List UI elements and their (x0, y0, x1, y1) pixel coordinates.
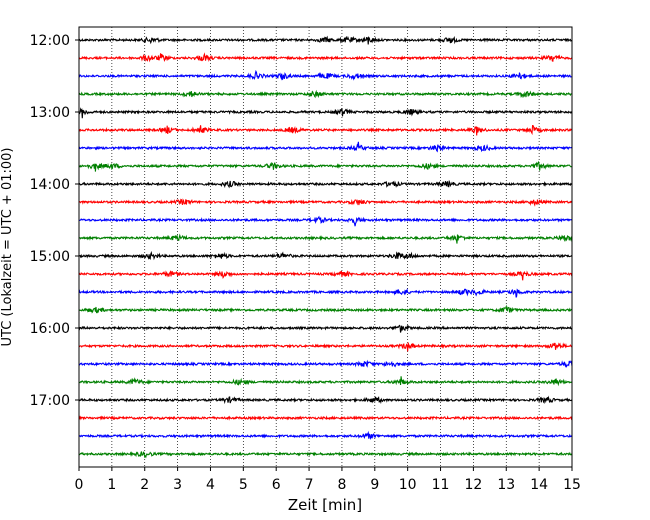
trace-line (78, 395, 573, 405)
y-tick-label: 15:00 (30, 249, 70, 265)
x-axis: 0 1 2 3 4 5 6 7 8 9 10 11 12 13 14 15 (75, 467, 581, 493)
trace-line (78, 287, 573, 298)
x-tick-label: 11 (432, 477, 450, 493)
trace-line (78, 359, 573, 368)
trace-line (78, 69, 573, 81)
x-tick-label: 1 (107, 477, 116, 493)
y-tick-label: 14:00 (30, 177, 70, 193)
x-tick-label: 3 (173, 477, 182, 493)
grid-lines (111, 27, 540, 467)
x-tick-label: 14 (530, 477, 548, 493)
trace-line (78, 270, 573, 281)
trace-line (78, 141, 573, 153)
x-tick-label: 12 (464, 477, 482, 493)
trace-line (78, 376, 573, 387)
trace-line (78, 107, 573, 119)
trace-line (78, 430, 573, 441)
y-tick-label: 17:00 (30, 393, 70, 409)
trace-line (78, 324, 573, 333)
x-axis-label: Zeit [min] (288, 496, 362, 514)
x-tick-label: 2 (140, 477, 149, 493)
y-tick-label: 16:00 (30, 321, 70, 337)
trace-line (78, 198, 573, 207)
x-tick-label: 6 (272, 477, 281, 493)
x-tick-label: 4 (206, 477, 215, 493)
y-axis-label: UTC (Lokalzeit = UTC + 01:00) (0, 148, 15, 347)
trace-line (78, 124, 573, 136)
x-tick-label: 9 (370, 477, 379, 493)
trace-line (78, 89, 573, 99)
y-tick-label: 13:00 (30, 105, 70, 121)
trace-line (78, 179, 573, 189)
trace-line (78, 52, 573, 63)
x-tick-label: 0 (75, 477, 84, 493)
trace-line (78, 233, 573, 244)
x-tick-label: 15 (563, 477, 581, 493)
plot-frame (78, 26, 573, 468)
x-tick-label: 10 (399, 477, 417, 493)
y-tick-label: 12:00 (30, 33, 70, 49)
trace-line (78, 215, 573, 227)
trace-line (78, 415, 573, 421)
x-tick-label: 13 (497, 477, 515, 493)
trace-line (78, 451, 573, 459)
trace-line (78, 304, 573, 314)
trace-line (78, 35, 573, 45)
trace-line (78, 342, 573, 352)
trace-line (78, 250, 573, 261)
x-tick-label: 8 (337, 477, 346, 493)
trace-line (78, 160, 573, 172)
x-tick-label: 5 (239, 477, 248, 493)
y-axis: 12:00 13:00 14:00 15:00 16:00 17:00 (30, 33, 79, 409)
x-tick-label: 7 (305, 477, 314, 493)
traces (78, 35, 573, 459)
